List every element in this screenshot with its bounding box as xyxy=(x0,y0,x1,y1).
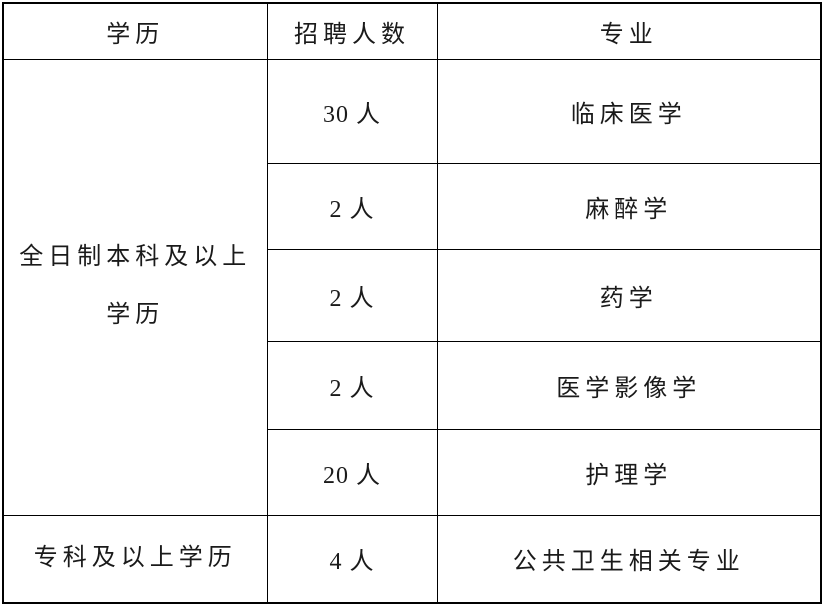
header-cell-count: 招聘人数 xyxy=(266,2,438,60)
major-cell: 麻醉学 xyxy=(436,162,822,250)
table-row: 2 人 医学影像学 xyxy=(3,340,822,430)
education-line: 全日制本科及以上 xyxy=(19,244,252,271)
count-cell: 4 人 xyxy=(266,514,438,604)
table-row: 专科及以上学历 4 人 公共卫生相关专业 xyxy=(2,514,822,604)
table-row: 2 人 麻醉学 xyxy=(3,162,822,250)
table-header-row: 学历 招聘人数 专业 xyxy=(2,2,822,60)
table-row: 全日制本科及以上 学历 30 人 临床医学 xyxy=(2,58,822,516)
education-cell-college: 专科及以上学历 xyxy=(2,514,268,604)
table-row: 20 人 护理学 xyxy=(3,428,822,516)
education-line: 学历 xyxy=(106,302,165,328)
count-cell: 2 人 xyxy=(266,248,438,342)
education-cell-fulltime-bachelor: 全日制本科及以上 学历 xyxy=(2,58,268,516)
header-cell-education: 学历 xyxy=(2,2,268,60)
major-cell: 药学 xyxy=(436,248,822,342)
count-cell: 30 人 xyxy=(266,58,438,164)
count-cell: 20 人 xyxy=(266,428,438,516)
major-cell: 医学影像学 xyxy=(436,340,822,430)
major-cell: 公共卫生相关专业 xyxy=(436,514,822,604)
major-cell: 护理学 xyxy=(436,428,822,516)
table-row: 2 人 药学 xyxy=(3,248,822,342)
major-cell: 临床医学 xyxy=(436,58,822,164)
header-cell-major: 专业 xyxy=(436,2,822,60)
count-cell: 2 人 xyxy=(266,162,438,250)
count-cell: 2 人 xyxy=(266,340,438,430)
